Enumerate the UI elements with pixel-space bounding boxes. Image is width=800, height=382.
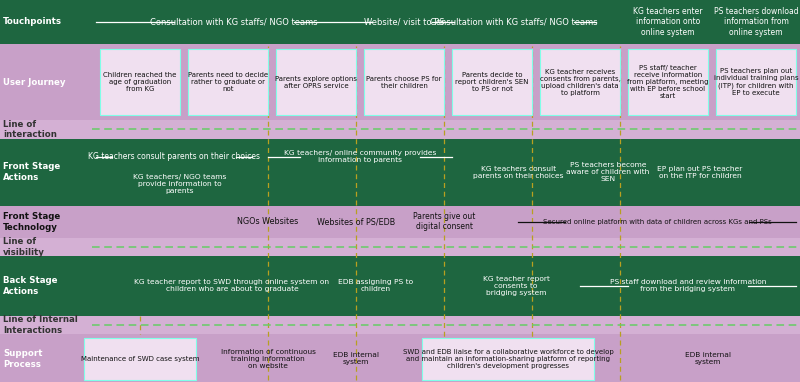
FancyBboxPatch shape bbox=[276, 49, 356, 115]
Text: EP plan out PS teacher
on the ITP for children: EP plan out PS teacher on the ITP for ch… bbox=[658, 165, 742, 179]
Text: KG teachers/ NGO teams
provide information to
parents: KG teachers/ NGO teams provide informati… bbox=[134, 173, 226, 194]
Text: Websites of PS/EDB: Websites of PS/EDB bbox=[317, 217, 395, 226]
Text: SWD and EDB liaise for a collaborative workforce to develop
and maintain an info: SWD and EDB liaise for a collaborative w… bbox=[402, 349, 614, 369]
Text: PS teachers plan out
individual training plans
(ITP) for children with
EP to exe: PS teachers plan out individual training… bbox=[714, 68, 798, 96]
Bar bbox=[0, 44, 800, 120]
Bar bbox=[0, 334, 800, 382]
Text: Consultation with KG staffs/ NGO teams: Consultation with KG staffs/ NGO teams bbox=[430, 18, 598, 26]
FancyBboxPatch shape bbox=[85, 338, 195, 380]
Bar bbox=[0, 0, 800, 44]
FancyBboxPatch shape bbox=[422, 338, 594, 380]
Text: PS teachers download
information from
online system: PS teachers download information from on… bbox=[714, 7, 798, 37]
Text: User Journey: User Journey bbox=[3, 78, 66, 87]
Bar bbox=[0, 256, 800, 316]
Text: KG teacher report
consents to
bridging system: KG teacher report consents to bridging s… bbox=[482, 276, 550, 296]
FancyBboxPatch shape bbox=[628, 49, 708, 115]
Text: KG teachers consult parents on their choices: KG teachers consult parents on their cho… bbox=[88, 152, 260, 161]
Text: Information of continuous
training information
on website: Information of continuous training infor… bbox=[221, 349, 315, 369]
Text: Touchpoints: Touchpoints bbox=[3, 18, 62, 26]
Text: Secured online platform with data of children across KGs and PSs: Secured online platform with data of chi… bbox=[543, 219, 771, 225]
Text: KG teacher receives
consents from parents,
upload children's data
to platform: KG teacher receives consents from parent… bbox=[539, 69, 621, 96]
Text: NGOs Websites: NGOs Websites bbox=[238, 217, 298, 226]
Text: EDB internal
system: EDB internal system bbox=[333, 352, 379, 365]
Bar bbox=[0, 206, 800, 238]
Text: Parents choose PS for
their children: Parents choose PS for their children bbox=[366, 76, 442, 89]
FancyBboxPatch shape bbox=[100, 49, 180, 115]
Text: Website/ visit to PS: Website/ visit to PS bbox=[364, 18, 444, 26]
Bar bbox=[0, 120, 800, 139]
Text: KG teachers/ online community provides
information to parents: KG teachers/ online community provides i… bbox=[284, 150, 436, 163]
Text: Maintenance of SWD case system: Maintenance of SWD case system bbox=[81, 356, 199, 362]
Text: Parents need to decide
rather to graduate or
not: Parents need to decide rather to graduat… bbox=[188, 72, 268, 92]
Text: Parents explore options
after OPRS service: Parents explore options after OPRS servi… bbox=[275, 76, 357, 89]
Text: Front Stage
Technology: Front Stage Technology bbox=[3, 212, 61, 231]
Text: Parents decide to
report children's SEN
to PS or not: Parents decide to report children's SEN … bbox=[455, 72, 529, 92]
Text: PS teachers become
aware of children with
SEN: PS teachers become aware of children wit… bbox=[566, 162, 650, 182]
FancyBboxPatch shape bbox=[188, 49, 268, 115]
FancyBboxPatch shape bbox=[540, 49, 620, 115]
FancyBboxPatch shape bbox=[716, 49, 796, 115]
FancyBboxPatch shape bbox=[364, 49, 444, 115]
Bar bbox=[0, 139, 800, 206]
Text: EDB assigning PS to
children: EDB assigning PS to children bbox=[338, 279, 414, 293]
Text: Front Stage
Actions: Front Stage Actions bbox=[3, 162, 61, 182]
Text: PS staff download and review information
from the bridging system: PS staff download and review information… bbox=[610, 279, 766, 293]
Text: Consultation with KG staffs/ NGO teams: Consultation with KG staffs/ NGO teams bbox=[150, 18, 318, 26]
Text: EDB internal
system: EDB internal system bbox=[685, 352, 731, 365]
Text: Parents give out
digital consent: Parents give out digital consent bbox=[413, 212, 475, 231]
Text: Line of
visibility: Line of visibility bbox=[3, 237, 45, 257]
Text: Support
Process: Support Process bbox=[3, 349, 42, 369]
Text: Line of Internal
Interactions: Line of Internal Interactions bbox=[3, 315, 78, 335]
Text: PS staff/ teacher
receive information
from platform, meeting
with EP before scho: PS staff/ teacher receive information fr… bbox=[627, 65, 709, 99]
Bar bbox=[0, 316, 800, 334]
Text: Children reached the
age of graduation
from KG: Children reached the age of graduation f… bbox=[103, 72, 177, 92]
Text: Back Stage
Actions: Back Stage Actions bbox=[3, 276, 58, 296]
Text: KG teacher report to SWD through online system on
children who are about to grad: KG teacher report to SWD through online … bbox=[134, 279, 330, 293]
Text: Line of
interaction: Line of interaction bbox=[3, 120, 57, 139]
Text: KG teachers enter
information onto
online system: KG teachers enter information onto onlin… bbox=[634, 7, 702, 37]
FancyBboxPatch shape bbox=[452, 49, 532, 115]
Bar bbox=[0, 238, 800, 256]
Text: KG teachers consult
parents on their choices: KG teachers consult parents on their cho… bbox=[473, 165, 564, 179]
